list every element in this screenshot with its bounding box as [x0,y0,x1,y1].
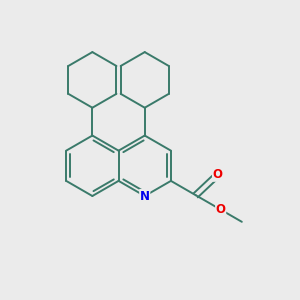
Text: O: O [216,203,226,216]
Text: N: N [140,190,150,202]
Text: O: O [213,168,223,181]
